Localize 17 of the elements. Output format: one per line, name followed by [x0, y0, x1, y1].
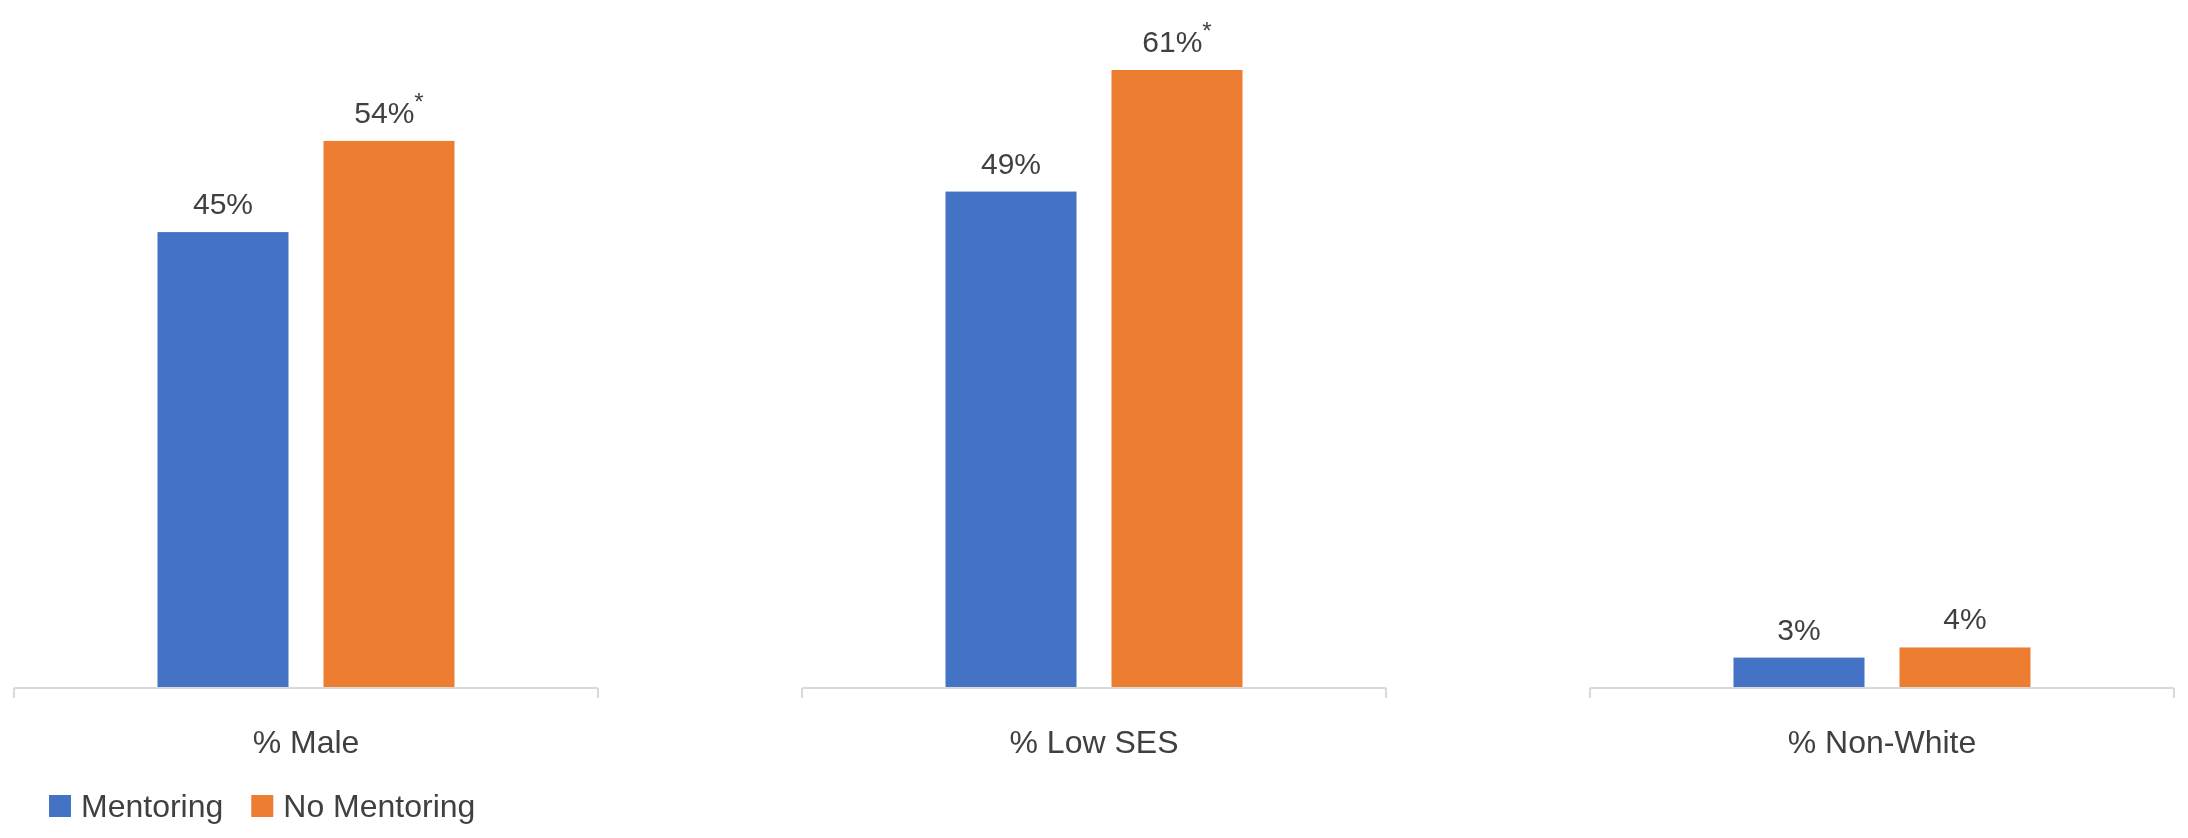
- bar: [157, 232, 289, 688]
- bar: [1733, 657, 1865, 688]
- data-label: 3%: [1777, 612, 1821, 646]
- legend-label: Mentoring: [81, 788, 224, 824]
- data-label: 61%$^{*}$: [1142, 16, 1212, 58]
- bar: [945, 191, 1077, 688]
- bar: [1899, 647, 2031, 688]
- x-tick-label: % Male: [252, 724, 360, 760]
- data-label: 54%$^{*}$: [354, 87, 424, 129]
- data-label: 4%: [1943, 602, 1987, 636]
- legend-label: No Mentoring: [283, 788, 476, 824]
- x-tick-label: % Low SES: [1009, 724, 1179, 760]
- data-label: 49%: [980, 146, 1042, 180]
- bar: [1111, 70, 1243, 688]
- data-label: 45%: [192, 187, 254, 221]
- x-tick-label: % Non-White: [1787, 724, 1977, 760]
- bar: [323, 140, 455, 688]
